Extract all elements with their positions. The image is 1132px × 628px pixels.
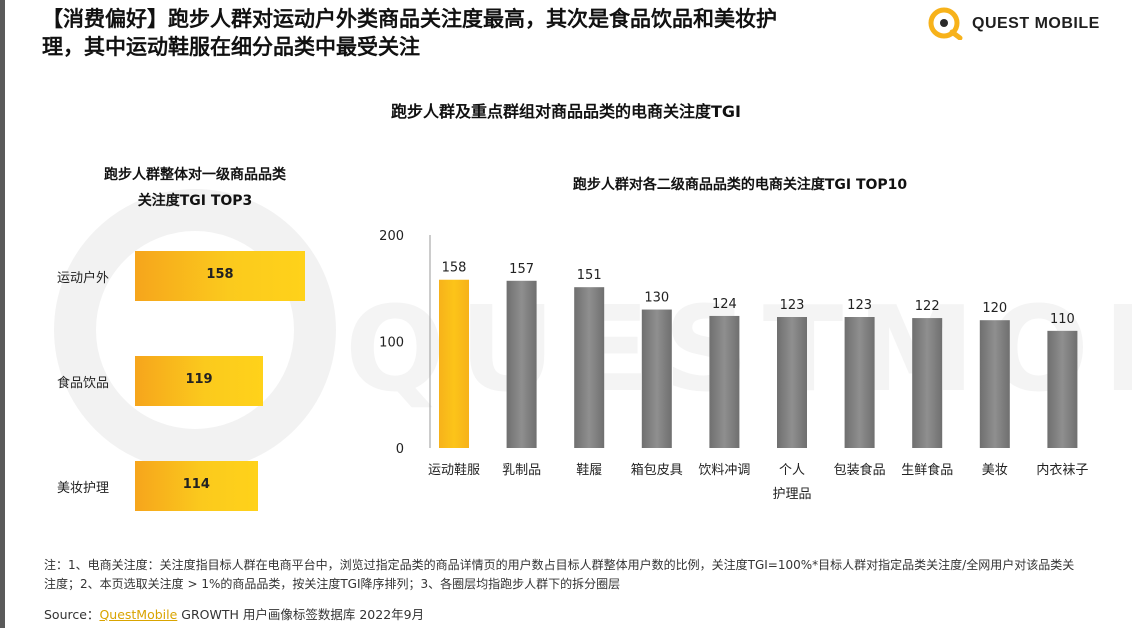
vbar-value-label: 123 xyxy=(847,298,872,313)
vbar-value-label: 151 xyxy=(577,268,602,283)
y-tick-label: 0 xyxy=(396,442,404,457)
source-line: Source：QuestMobile GROWTH 用户画像标签数据库 2022… xyxy=(44,604,424,623)
footnote: 注：1、电商关注度：关注度指目标人群在电商平台中，浏览过指定品类的商品详情页的用… xyxy=(44,558,1075,591)
y-tick-label: 100 xyxy=(379,336,404,351)
x-category-label: 运动鞋服 xyxy=(428,462,480,478)
headline-line-1: 【消费偏好】跑步人群对运动户外类商品关注度最高，其次是食品饮品和美妆护 xyxy=(42,7,777,31)
hbar-bar xyxy=(135,461,258,511)
vbar-bar xyxy=(1047,330,1078,448)
vbar-bar xyxy=(439,279,469,448)
vbar-value-label: 120 xyxy=(982,301,1007,316)
vbar-value-label: 157 xyxy=(509,262,534,277)
x-category-label: 生鲜食品 xyxy=(901,462,953,478)
vbar-bar xyxy=(979,320,1010,448)
x-category-label: 饮料冲调 xyxy=(698,463,750,478)
main-chart-title: 跑步人群及重点群组对商品品类的电商关注度TGI xyxy=(390,102,741,121)
right-chart-title: 跑步人群对各二级商品品类的电商关注度TGI TOP10 xyxy=(572,177,908,193)
watermark-ring-icon xyxy=(54,189,336,471)
x-category-label: 乳制品 xyxy=(502,463,541,478)
x-category-label: 个人 xyxy=(779,463,805,478)
hbar-category-label: 运动户外 xyxy=(56,271,109,286)
logo-text: QUEST MOBILE xyxy=(972,15,1100,32)
source-link[interactable]: QuestMobile xyxy=(99,607,178,622)
vbar-value-label: 130 xyxy=(644,291,669,306)
x-category-label: 鞋履 xyxy=(576,462,602,478)
y-tick-label: 200 xyxy=(379,229,404,244)
source-prefix: Source： xyxy=(44,607,100,622)
vbar-value-label: 110 xyxy=(1050,312,1075,327)
hbar-bar xyxy=(135,356,264,406)
vbar-bar xyxy=(641,309,672,448)
page-headline: 【消费偏好】跑步人群对运动户外类商品关注度最高，其次是食品饮品和美妆护 理，其中… xyxy=(42,5,902,61)
x-category-label: 内衣袜子 xyxy=(1036,462,1088,478)
hbar-bar xyxy=(135,251,305,301)
hbar-value-label: 114 xyxy=(182,477,210,492)
vbar-bar xyxy=(912,318,943,448)
vbar-value-label: 158 xyxy=(442,261,467,276)
hbar-category-label: 美妆护理 xyxy=(56,481,109,496)
vbar-value-label: 123 xyxy=(780,298,805,313)
vbar-bar xyxy=(506,280,537,448)
x-category-label: 包装食品 xyxy=(834,462,886,478)
quest-logo-icon xyxy=(928,7,963,41)
source-rest: GROWTH 用户画像标签数据库 2022年9月 xyxy=(177,607,425,622)
hbar-category-label: 食品饮品 xyxy=(56,376,109,391)
vbar-bar xyxy=(709,315,740,448)
brand-logo: QUEST MOBILE xyxy=(926,6,1106,41)
vbar-value-label: 124 xyxy=(712,297,737,312)
x-category-label: 护理品 xyxy=(772,487,811,502)
headline-line-2: 理，其中运动鞋服在细分品类中最受关注 xyxy=(42,35,420,59)
vbar-bar xyxy=(574,287,605,448)
x-category-label: 箱包皮具 xyxy=(631,462,683,478)
vbar-bar xyxy=(777,317,807,448)
left-chart-title: 跑步人群整体对一级商品品类 关注度TGI TOP3 xyxy=(60,162,330,214)
vertical-bar-chart: 0 100 200 158 运动鞋服 157 乳制品 151 鞋履 130 箱包皮具 124 饮料冲调 1… xyxy=(379,229,1088,502)
hbar-value-label: 158 xyxy=(206,267,234,282)
x-category-label: 美妆 xyxy=(982,463,1008,478)
left-chart-title-line-2: 关注度TGI TOP3 xyxy=(137,193,253,209)
hbar-value-label: 119 xyxy=(185,372,213,387)
left-edge-bar xyxy=(0,0,5,628)
vbar-bar xyxy=(844,317,875,448)
vbar-value-label: 122 xyxy=(915,299,940,314)
left-chart-title-line-1: 跑步人群整体对一级商品品类 xyxy=(104,167,286,183)
